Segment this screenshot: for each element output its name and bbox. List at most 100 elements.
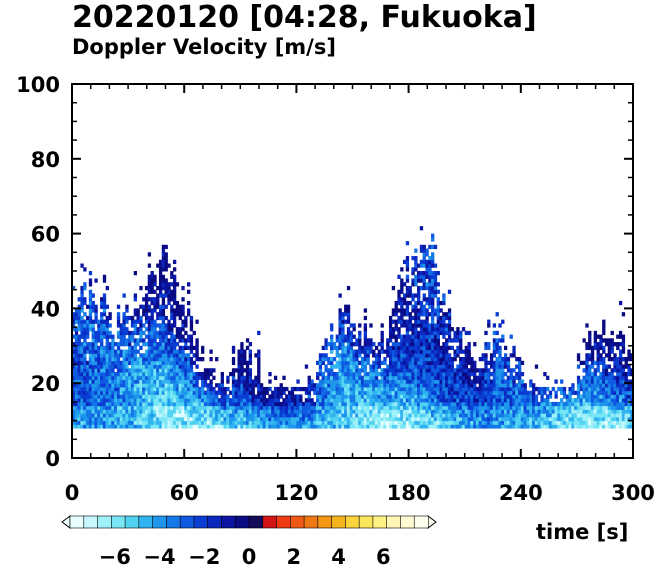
heatmap-cell	[72, 416, 76, 422]
heatmap-cell	[537, 413, 541, 418]
heatmap-cell	[150, 315, 154, 321]
heatmap-cell	[360, 416, 365, 422]
heatmap-cell	[150, 364, 154, 369]
heatmap-cell	[100, 371, 104, 377]
heatmap-cell	[172, 420, 177, 425]
heatmap-cell	[442, 345, 446, 351]
heatmap-cell	[478, 416, 483, 422]
heatmap-cell	[223, 405, 227, 410]
heatmap-cell	[470, 424, 474, 429]
heatmap-cell	[417, 386, 421, 392]
heatmap-cell	[102, 371, 107, 377]
heatmap-cell	[338, 338, 342, 343]
heatmap-cell	[229, 371, 233, 377]
heatmap-cell	[102, 401, 107, 407]
heatmap-cell	[588, 383, 592, 388]
heatmap-cell	[517, 357, 522, 362]
heatmap-cell	[436, 323, 440, 328]
heatmap-cell	[164, 259, 168, 265]
heatmap-cell	[237, 357, 241, 362]
heatmap-cell	[346, 413, 351, 418]
heatmap-cell	[164, 282, 168, 287]
heatmap-cell	[588, 379, 592, 384]
heatmap-cell	[571, 424, 575, 429]
heatmap-cell	[492, 413, 497, 418]
heatmap-cell	[86, 413, 90, 418]
heatmap-cell	[74, 349, 79, 354]
heatmap-cell	[201, 405, 205, 410]
heatmap-cell	[335, 334, 339, 339]
heatmap-cell	[456, 371, 460, 377]
heatmap-cell	[338, 420, 342, 425]
heatmap-cell	[130, 379, 135, 384]
heatmap-cell	[257, 398, 261, 403]
heatmap-cell	[181, 390, 185, 395]
heatmap-cell	[372, 390, 376, 395]
heatmap-cell	[596, 409, 600, 414]
heatmap-cell	[487, 383, 491, 388]
heatmap-cell	[419, 312, 424, 317]
heatmap-cell	[245, 371, 250, 377]
heatmap-cell	[576, 424, 581, 429]
heatmap-cell	[363, 413, 368, 418]
heatmap-cell	[111, 364, 115, 369]
heatmap-cell	[369, 401, 373, 407]
heatmap-cell	[116, 349, 121, 354]
heatmap-cell	[464, 409, 469, 414]
heatmap-cell	[271, 401, 275, 407]
heatmap-cell	[203, 371, 208, 377]
heatmap-cell	[100, 420, 104, 425]
heatmap-cell	[125, 383, 129, 388]
heatmap-cell	[433, 394, 438, 399]
heatmap-cell	[72, 424, 76, 429]
heatmap-cell	[445, 416, 449, 422]
heatmap-cell	[122, 409, 126, 414]
heatmap-cell	[349, 383, 353, 388]
heatmap-cell	[405, 353, 410, 358]
heatmap-cell	[405, 364, 410, 369]
heatmap-cell	[108, 323, 112, 328]
heatmap-cell	[150, 300, 154, 306]
heatmap-cell	[428, 271, 432, 276]
heatmap-cell	[402, 368, 407, 373]
heatmap-cell	[503, 398, 508, 403]
heatmap-cell	[523, 405, 527, 410]
heatmap-cell	[172, 345, 177, 351]
heatmap-cell	[414, 371, 418, 377]
heatmap-cell	[271, 398, 275, 403]
heatmap-cell	[318, 416, 323, 422]
heatmap-cell	[616, 379, 620, 384]
heatmap-cell	[321, 345, 325, 351]
heatmap-cell	[175, 308, 180, 313]
heatmap-cell	[100, 386, 104, 392]
heatmap-cell	[512, 420, 516, 425]
heatmap-cell	[316, 409, 320, 414]
heatmap-cell	[237, 386, 241, 392]
heatmap-cell	[153, 409, 157, 414]
heatmap-cell	[467, 360, 471, 365]
heatmap-cell	[102, 334, 107, 339]
heatmap-cell	[419, 271, 424, 276]
heatmap-cell	[380, 409, 384, 414]
heatmap-cell	[276, 424, 281, 429]
heatmap-cell	[161, 300, 166, 306]
heatmap-cell	[259, 401, 264, 407]
heatmap-cell	[119, 416, 123, 422]
heatmap-cell	[433, 371, 438, 377]
heatmap-cell	[543, 371, 547, 377]
heatmap-cell	[167, 401, 171, 407]
heatmap-cell	[388, 353, 393, 358]
heatmap-cell	[341, 312, 345, 317]
heatmap-cell	[310, 379, 314, 384]
heatmap-cell	[158, 349, 163, 354]
heatmap-cell	[237, 424, 241, 429]
heatmap-cell	[324, 401, 328, 407]
heatmap-cell	[467, 353, 471, 358]
heatmap-cell	[540, 398, 544, 403]
heatmap-cell	[229, 409, 233, 414]
heatmap-cell	[276, 390, 281, 395]
heatmap-cell	[80, 413, 84, 418]
heatmap-cell	[604, 386, 609, 392]
heatmap-cell	[243, 416, 247, 422]
heatmap-cell	[411, 424, 415, 429]
